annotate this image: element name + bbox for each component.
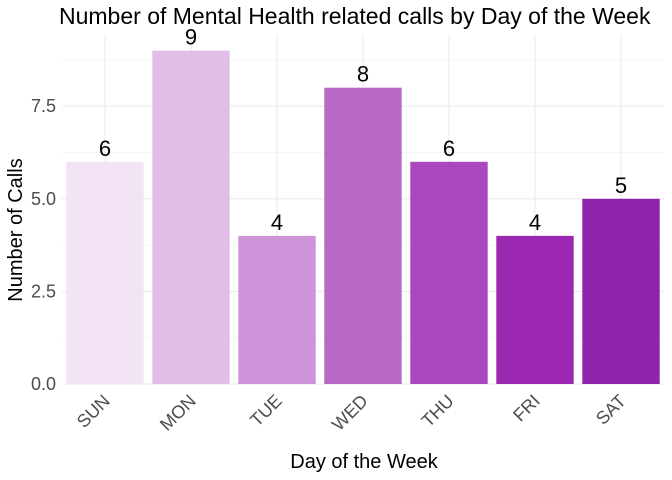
bars — [66, 50, 660, 385]
bar-thu — [410, 161, 488, 384]
chart-title: Number of Mental Health related calls by… — [59, 3, 651, 29]
data-label-sat: 5 — [615, 173, 627, 198]
x-axis-title: Day of the Week — [290, 451, 438, 473]
data-label-wed: 8 — [357, 62, 369, 87]
data-label-mon: 9 — [185, 25, 197, 50]
x-tick-label-mon: MON — [156, 391, 200, 435]
data-label-fri: 4 — [529, 210, 541, 235]
bar-wed — [324, 87, 402, 384]
data-labels: 6 9 4 8 6 4 5 — [99, 25, 627, 235]
data-label-thu: 6 — [443, 136, 455, 161]
x-tick-label-sat: SAT — [592, 391, 630, 429]
data-label-tue: 4 — [271, 210, 283, 235]
x-tick-label-tue: TUE — [246, 391, 286, 431]
bar-sat — [582, 198, 660, 384]
x-axis-ticks: SUN MON TUE WED THU FRI SAT — [73, 391, 630, 435]
data-label-sun: 6 — [99, 136, 111, 161]
x-tick-label-wed: WED — [328, 391, 372, 435]
x-tick-label-fri: FRI — [509, 391, 544, 426]
bar-fri — [496, 235, 574, 384]
x-tick-label-thu: THU — [418, 391, 458, 431]
bar-mon — [152, 50, 230, 385]
y-axis-title: Number of Calls — [5, 158, 27, 301]
y-tick-label: 7.5 — [31, 96, 56, 116]
bar-tue — [238, 235, 316, 384]
bar-sun — [66, 161, 144, 384]
y-tick-label: 0.0 — [31, 374, 56, 394]
y-tick-label: 5.0 — [31, 189, 56, 209]
y-tick-label: 2.5 — [31, 281, 56, 301]
y-axis-ticks: 0.0 2.5 5.0 7.5 — [31, 96, 56, 394]
x-tick-label-sun: SUN — [73, 391, 114, 432]
